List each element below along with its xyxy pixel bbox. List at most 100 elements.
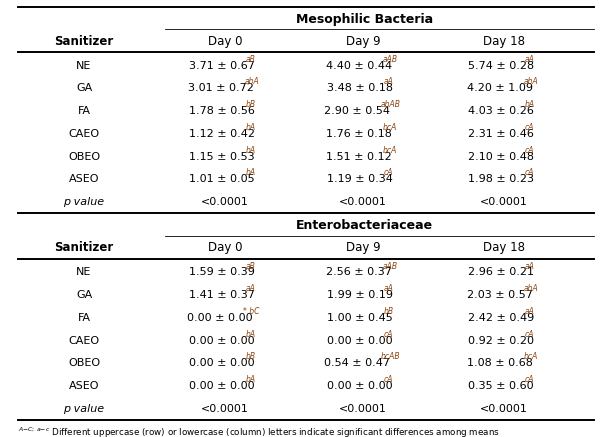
Text: cA: cA	[525, 330, 535, 339]
Text: <0.0001: <0.0001	[339, 197, 387, 207]
Text: 3.01 ± 0.72: 3.01 ± 0.72	[188, 83, 254, 94]
Text: 0.00 ± 0.00: 0.00 ± 0.00	[190, 336, 255, 346]
Text: aA: aA	[525, 307, 535, 316]
Text: 2.03 ± 0.57: 2.03 ± 0.57	[467, 290, 533, 300]
Text: 1.99 ± 0.19: 1.99 ± 0.19	[327, 290, 393, 300]
Text: <0.0001: <0.0001	[201, 197, 249, 207]
Text: abA: abA	[523, 77, 538, 87]
Text: 0.54 ± 0.47: 0.54 ± 0.47	[325, 358, 391, 368]
Text: bcA: bcA	[382, 123, 397, 132]
Text: Mesophilic Bacteria: Mesophilic Bacteria	[296, 13, 433, 25]
Text: Day 0: Day 0	[208, 241, 242, 254]
Text: bcA: bcA	[523, 353, 538, 361]
Text: NE: NE	[76, 61, 92, 71]
Text: 2.42 ± 0.49: 2.42 ± 0.49	[468, 313, 535, 323]
Text: FA: FA	[77, 106, 91, 116]
Text: abA: abA	[523, 284, 538, 293]
Text: cA: cA	[384, 375, 394, 384]
Text: bA: bA	[246, 168, 256, 177]
Text: aAB: aAB	[382, 55, 398, 64]
Text: 2.56 ± 0.37: 2.56 ± 0.37	[326, 267, 392, 277]
Text: 1.00 ± 0.45: 1.00 ± 0.45	[328, 313, 393, 323]
Text: aA: aA	[384, 284, 394, 293]
Text: 2.90 ± 0.54: 2.90 ± 0.54	[325, 106, 391, 116]
Text: bA: bA	[246, 123, 256, 132]
Text: bA: bA	[246, 146, 256, 155]
Text: 2.31 ± 0.46: 2.31 ± 0.46	[468, 129, 534, 139]
Text: Day 9: Day 9	[346, 241, 380, 254]
Text: bB: bB	[246, 100, 256, 109]
Text: 0.00 ± 0.00: 0.00 ± 0.00	[328, 381, 393, 391]
Text: 1.15 ± 0.53: 1.15 ± 0.53	[190, 152, 255, 162]
Text: bB: bB	[384, 307, 394, 316]
Text: aA: aA	[525, 262, 535, 271]
Text: OBEO: OBEO	[68, 152, 100, 162]
Text: Day 9: Day 9	[346, 35, 380, 48]
Text: 3.48 ± 0.18: 3.48 ± 0.18	[327, 83, 393, 94]
Text: <0.0001: <0.0001	[480, 404, 528, 414]
Text: Day 18: Day 18	[483, 35, 525, 48]
Text: bA: bA	[246, 330, 256, 339]
Text: 1.51 ± 0.12: 1.51 ± 0.12	[326, 152, 392, 162]
Text: aAB: aAB	[382, 262, 398, 271]
Text: GA: GA	[76, 290, 92, 300]
Text: 1.19 ± 0.34: 1.19 ± 0.34	[327, 174, 393, 184]
Text: p value: p value	[64, 197, 104, 207]
Text: bB: bB	[246, 353, 256, 361]
Text: cA: cA	[525, 375, 535, 384]
Text: CAEO: CAEO	[68, 129, 100, 139]
Text: Enterobacteriaceae: Enterobacteriaceae	[296, 219, 433, 232]
Text: Sanitizer: Sanitizer	[55, 241, 113, 254]
Text: bcA: bcA	[382, 146, 397, 155]
Text: abA: abA	[244, 77, 259, 87]
Text: 4.20 ± 1.09: 4.20 ± 1.09	[467, 83, 533, 94]
Text: cA: cA	[525, 168, 535, 177]
Text: Day 0: Day 0	[208, 35, 242, 48]
Text: GA: GA	[76, 83, 92, 94]
Text: aA: aA	[384, 77, 394, 87]
Text: cA: cA	[525, 146, 535, 155]
Text: 0.00 ± 0.00: 0.00 ± 0.00	[190, 358, 255, 368]
Text: 0.92 ± 0.20: 0.92 ± 0.20	[468, 336, 534, 346]
Text: CAEO: CAEO	[68, 336, 100, 346]
Text: FA: FA	[77, 313, 91, 323]
Text: $^{A{-}C;\,a{-}c}$ Different uppercase (row) or lowercase (column) letters indic: $^{A{-}C;\,a{-}c}$ Different uppercase (…	[18, 425, 505, 437]
Text: 1.08 ± 0.68: 1.08 ± 0.68	[467, 358, 533, 368]
Text: NE: NE	[76, 267, 92, 277]
Text: Sanitizer: Sanitizer	[55, 35, 113, 48]
Text: 2.96 ± 0.21: 2.96 ± 0.21	[468, 267, 534, 277]
Text: bA: bA	[246, 375, 256, 384]
Text: bA: bA	[525, 100, 535, 109]
Text: 2.10 ± 0.48: 2.10 ± 0.48	[468, 152, 534, 162]
Text: 5.74 ± 0.28: 5.74 ± 0.28	[468, 61, 534, 71]
Text: cA: cA	[384, 168, 394, 177]
Text: * bC: * bC	[243, 307, 260, 316]
Text: aB: aB	[246, 262, 256, 271]
Text: 0.00 ± 0.00: 0.00 ± 0.00	[190, 381, 255, 391]
Text: aA: aA	[525, 55, 535, 64]
Text: Day 18: Day 18	[483, 241, 525, 254]
Text: cA: cA	[384, 330, 394, 339]
Text: 1.01 ± 0.05: 1.01 ± 0.05	[190, 174, 255, 184]
Text: ASEO: ASEO	[69, 381, 99, 391]
Text: 4.03 ± 0.26: 4.03 ± 0.26	[468, 106, 534, 116]
Text: 4.40 ± 0.44: 4.40 ± 0.44	[326, 61, 392, 71]
Text: <0.0001: <0.0001	[339, 404, 387, 414]
Text: bcAB: bcAB	[381, 353, 401, 361]
Text: aA: aA	[246, 284, 256, 293]
Text: 1.59 ± 0.39: 1.59 ± 0.39	[189, 267, 255, 277]
Text: aB: aB	[246, 55, 256, 64]
Text: p value: p value	[64, 404, 104, 414]
Text: 1.78 ± 0.56: 1.78 ± 0.56	[189, 106, 255, 116]
Text: ASEO: ASEO	[69, 174, 99, 184]
Text: OBEO: OBEO	[68, 358, 100, 368]
Text: 1.12 ± 0.42: 1.12 ± 0.42	[189, 129, 255, 139]
Text: 0.00 ± 0.00: 0.00 ± 0.00	[187, 313, 252, 323]
Text: 1.76 ± 0.18: 1.76 ± 0.18	[326, 129, 392, 139]
Text: 1.98 ± 0.23: 1.98 ± 0.23	[468, 174, 534, 184]
Text: 0.00 ± 0.00: 0.00 ± 0.00	[328, 336, 393, 346]
Text: abAB: abAB	[381, 100, 401, 109]
Text: 0.35 ± 0.60: 0.35 ± 0.60	[469, 381, 534, 391]
Text: <0.0001: <0.0001	[480, 197, 528, 207]
Text: 3.71 ± 0.67: 3.71 ± 0.67	[189, 61, 255, 71]
